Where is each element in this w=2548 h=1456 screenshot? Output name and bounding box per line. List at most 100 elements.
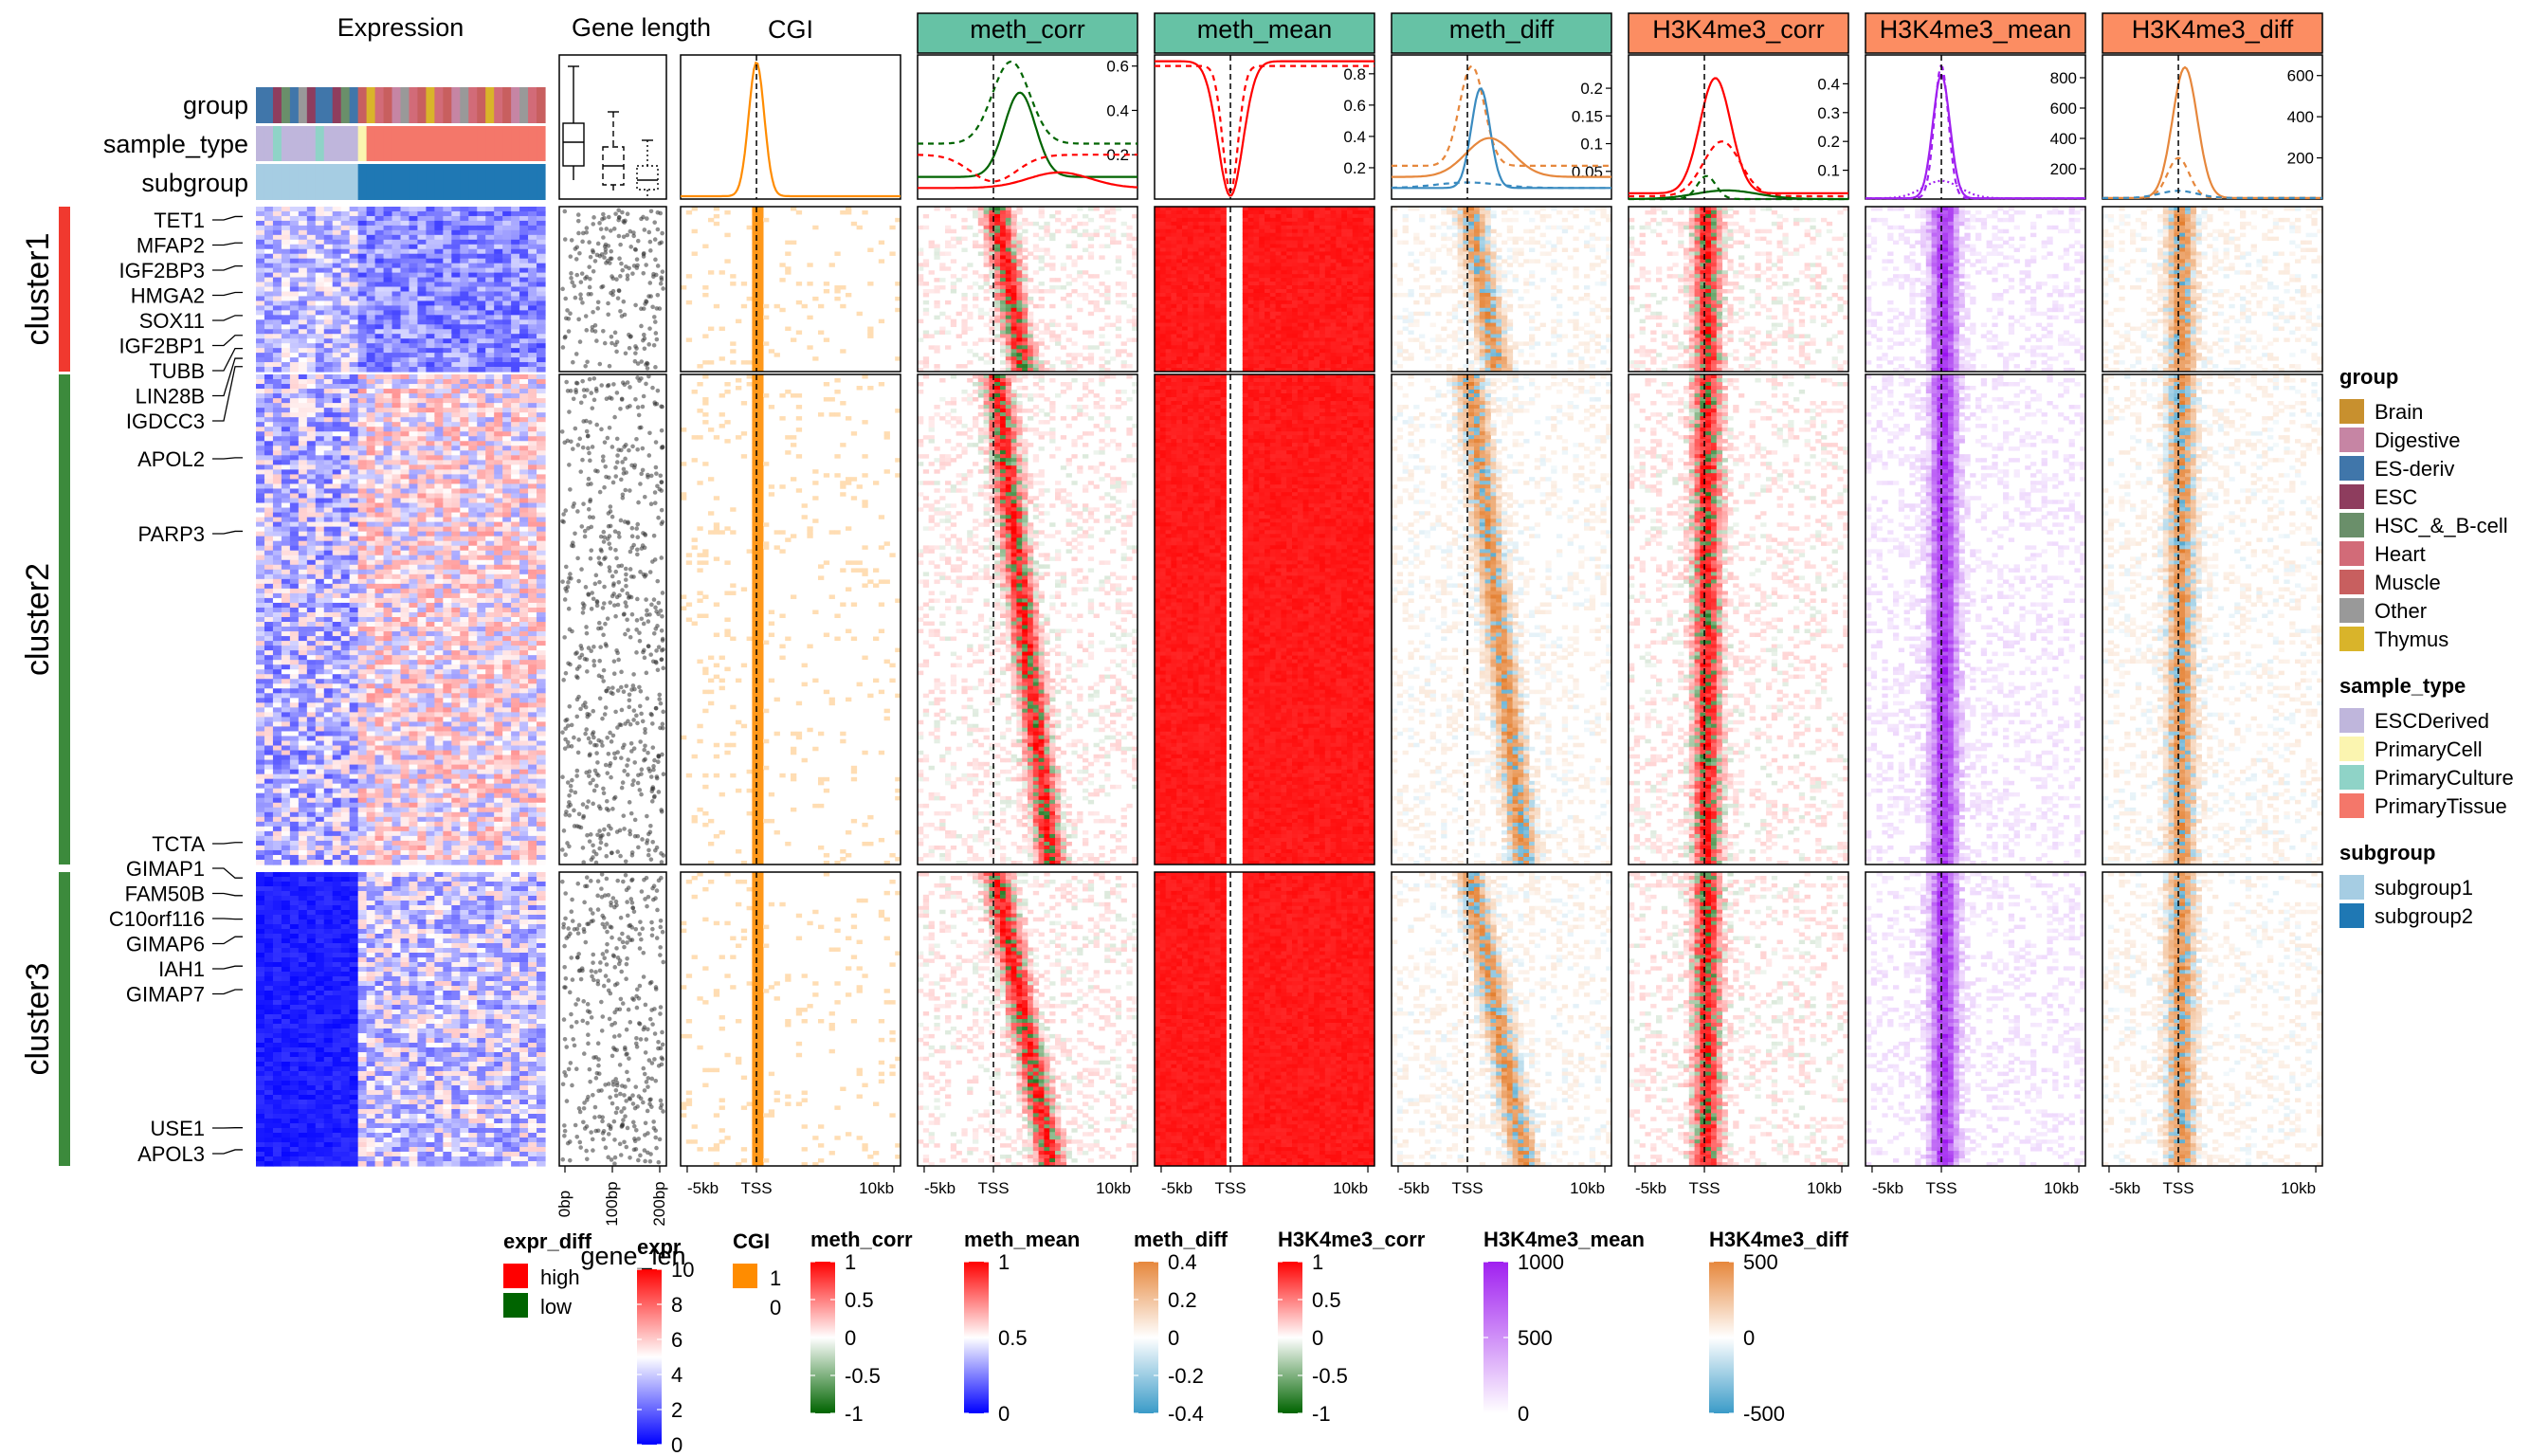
expression-cell — [289, 731, 300, 737]
expression-cell — [383, 507, 393, 514]
expression-cell — [477, 540, 486, 547]
expression-cell — [511, 286, 520, 293]
expression-cell — [289, 622, 300, 628]
expression-cell — [502, 778, 512, 785]
expression-cell — [357, 389, 368, 394]
expression-cell — [443, 688, 452, 694]
expression-cell — [349, 826, 359, 832]
expression-cell — [349, 564, 359, 571]
expression-cell — [417, 559, 428, 566]
group-cell — [323, 87, 334, 123]
expression-cell — [409, 717, 419, 723]
expression-cell — [519, 693, 529, 699]
expression-cell — [417, 493, 428, 500]
expression-cell — [477, 248, 486, 255]
expression-cell — [511, 726, 520, 733]
expression-cell — [460, 616, 469, 623]
expression-cell — [417, 826, 428, 832]
expression-cell — [306, 403, 317, 409]
expression-cell — [256, 300, 265, 306]
expression-cell — [528, 627, 537, 632]
expression-cell — [494, 431, 503, 437]
expression-cell — [434, 479, 444, 485]
expression-cell — [460, 849, 469, 856]
expression-cell — [374, 315, 385, 320]
expression-cell — [451, 607, 461, 613]
expression-cell — [306, 310, 317, 316]
expression-cell — [298, 769, 308, 775]
expression-cell — [443, 460, 452, 465]
expression-cell — [502, 683, 512, 689]
expression-cell — [511, 329, 520, 335]
expression-cell — [383, 611, 393, 618]
expression-cell — [383, 877, 393, 883]
expression-cell — [289, 693, 300, 699]
expression-cell — [256, 305, 265, 311]
expression-cell — [289, 564, 300, 571]
expression-cell — [511, 569, 520, 575]
expression-cell — [485, 393, 495, 399]
expression-cell — [426, 362, 435, 368]
expression-cell — [306, 726, 317, 733]
expression-cell — [460, 446, 469, 451]
expression-cell — [315, 540, 325, 547]
expression-cell — [537, 882, 546, 887]
expression-cell — [306, 479, 317, 485]
expression-cell — [451, 267, 461, 274]
expression-cell — [443, 441, 452, 446]
expression-cell — [272, 792, 282, 799]
expression-cell — [400, 882, 410, 887]
expression-cell — [502, 745, 512, 752]
expression-cell — [434, 436, 444, 442]
expression-cell — [383, 674, 393, 680]
expression-cell — [374, 502, 385, 509]
expression-cell — [306, 688, 317, 694]
expression-cell — [426, 759, 435, 766]
expression-cell — [460, 507, 469, 514]
expression-cell — [502, 329, 512, 335]
expression-cell — [391, 526, 402, 533]
expression-cell — [528, 679, 537, 684]
expression-cell — [349, 526, 359, 533]
expression-cell — [289, 479, 300, 485]
expression-cell — [409, 631, 419, 637]
expression-cell — [502, 319, 512, 325]
expression-cell — [289, 712, 300, 718]
expression-cell — [502, 559, 512, 566]
expression-cell — [409, 816, 419, 823]
expression-cell — [537, 674, 546, 680]
expression-cell — [315, 764, 325, 771]
expression-cell — [468, 826, 478, 832]
expression-cell — [443, 367, 452, 373]
expression-cell — [417, 597, 428, 604]
expression-cell — [340, 778, 351, 785]
expression-cell — [451, 679, 461, 684]
expression-cell — [332, 698, 342, 703]
expression-cell — [511, 334, 520, 339]
expression-cell — [528, 417, 537, 423]
group-cell — [391, 87, 402, 123]
expression-cell — [374, 422, 385, 428]
expression-cell — [391, 479, 402, 485]
expression-cell — [272, 592, 282, 599]
expression-cell — [349, 357, 359, 363]
expression-cell — [485, 446, 495, 451]
expression-cell — [528, 683, 537, 689]
expression-cell — [289, 540, 300, 547]
expression-cell — [366, 479, 376, 485]
expression-cell — [511, 210, 520, 217]
expression-cell — [519, 220, 529, 227]
expression-cell — [519, 774, 529, 780]
expression-cell — [443, 788, 452, 794]
expression-cell — [383, 469, 393, 476]
expression-cell — [264, 507, 274, 514]
expression-cell — [460, 398, 469, 404]
expression-cell — [349, 622, 359, 628]
expression-cell — [332, 398, 342, 404]
expression-cell — [349, 210, 359, 217]
expression-cell — [391, 507, 402, 514]
expression-cell — [281, 540, 291, 547]
expression-cell — [281, 740, 291, 747]
expression-cell — [434, 602, 444, 609]
expression-cell — [298, 403, 308, 409]
